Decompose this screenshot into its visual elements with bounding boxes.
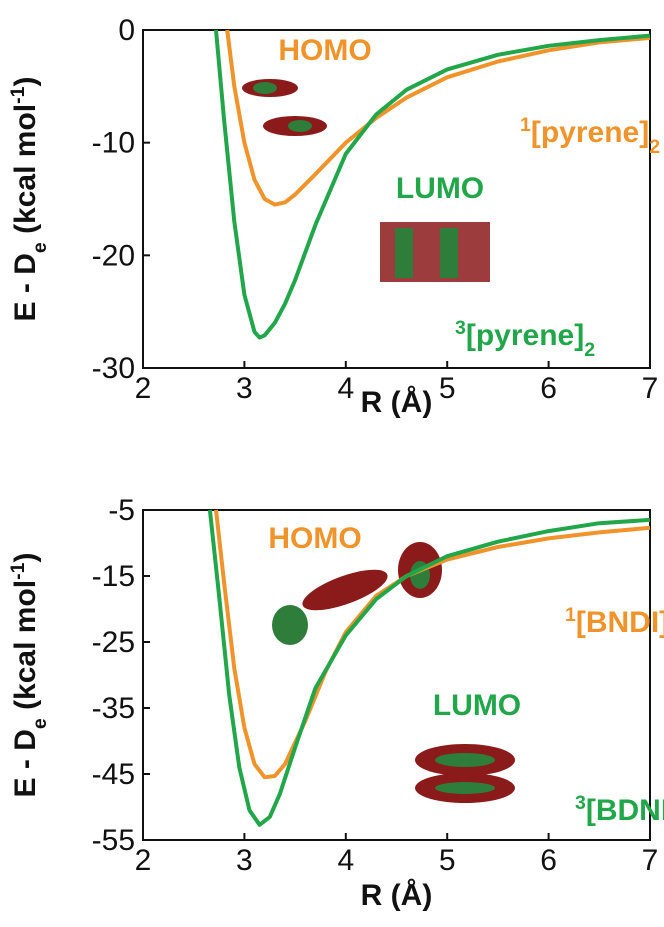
y-axis-label-part: e (29, 242, 51, 253)
series-label-part: 3 (575, 792, 586, 814)
series-label-part: 1 (520, 114, 531, 136)
y-axis-label-part: ) (9, 77, 42, 87)
y-axis-label-part: -1 (7, 86, 29, 103)
y-tick-label: 0 (118, 14, 135, 47)
y-axis-label-part: E - D (9, 253, 42, 321)
y-axis-label: E - De (kcal mol-1) (7, 553, 51, 798)
x-tick-label: 5 (439, 844, 456, 877)
y-axis-label-part: (kcal mol (9, 104, 42, 242)
series-label-part: [pyrene] (531, 116, 649, 149)
y-axis-label-part: E - D (9, 729, 42, 797)
series-label-part: [pyrene] (466, 319, 584, 352)
y-tick-label: -45 (92, 758, 135, 791)
x-tick-label: 6 (540, 372, 557, 405)
series-label-part: [BDNI] (586, 794, 664, 827)
annotation: LUMO (433, 689, 521, 722)
series-label-part: 1 (565, 604, 576, 626)
x-tick-label: 2 (135, 372, 152, 405)
series-label-part: 3 (455, 317, 466, 339)
x-tick-label: 3 (236, 372, 253, 405)
series-label: 1[pyrene]2 (520, 114, 660, 158)
x-tick-label: 3 (236, 844, 253, 877)
y-axis-label-part: ) (9, 553, 42, 563)
y-tick-label: -20 (92, 239, 135, 272)
x-axis-label: R (Å) (361, 386, 433, 419)
annotation: HOMO (278, 34, 371, 67)
x-tick-label: 4 (337, 372, 354, 405)
x-tick-label: 7 (642, 844, 659, 877)
series-label-part: 2 (584, 339, 595, 361)
x-tick-label: 5 (439, 372, 456, 405)
y-axis-label-part: e (29, 718, 51, 729)
y-tick-label: -5 (108, 494, 135, 527)
x-tick-label: 6 (540, 844, 557, 877)
annotation: LUMO (396, 172, 484, 205)
y-axis-label-part: -1 (7, 562, 29, 579)
y-tick-label: -30 (92, 352, 135, 385)
y-axis-label-part: (kcal mol (9, 580, 42, 718)
x-axis-label: R (Å) (361, 879, 433, 912)
x-tick-label: 2 (135, 844, 152, 877)
x-tick-label: 4 (337, 844, 354, 877)
y-tick-label: -25 (92, 626, 135, 659)
x-axis-label-part: R (Å) (361, 879, 433, 912)
y-axis-label: E - De (kcal mol-1) (7, 77, 51, 322)
y-tick-label: -55 (92, 824, 135, 857)
annotation: HOMO (268, 522, 361, 555)
x-tick-label: 7 (642, 372, 659, 405)
figure: 2345670-10-20-30R (Å)E - De (kcal mol-1)… (0, 0, 664, 927)
plot-frame (143, 510, 650, 840)
series-label: 3[pyrene]2 (455, 317, 595, 361)
y-tick-label: -15 (92, 560, 135, 593)
series-label-part: 2 (649, 136, 660, 158)
y-tick-label: -35 (92, 692, 135, 725)
y-tick-label: -10 (92, 127, 135, 160)
x-axis-label-part: R (Å) (361, 386, 433, 419)
series-label-part: [BNDI] (576, 606, 664, 639)
